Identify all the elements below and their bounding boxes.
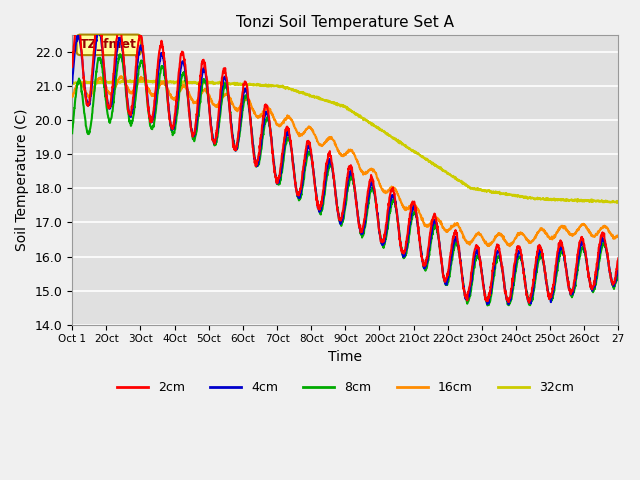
X-axis label: Time: Time <box>328 350 362 364</box>
Text: TZ_fmet: TZ_fmet <box>81 38 137 51</box>
Legend: 2cm, 4cm, 8cm, 16cm, 32cm: 2cm, 4cm, 8cm, 16cm, 32cm <box>112 376 579 399</box>
Y-axis label: Soil Temperature (C): Soil Temperature (C) <box>15 108 29 251</box>
Title: Tonzi Soil Temperature Set A: Tonzi Soil Temperature Set A <box>236 15 454 30</box>
